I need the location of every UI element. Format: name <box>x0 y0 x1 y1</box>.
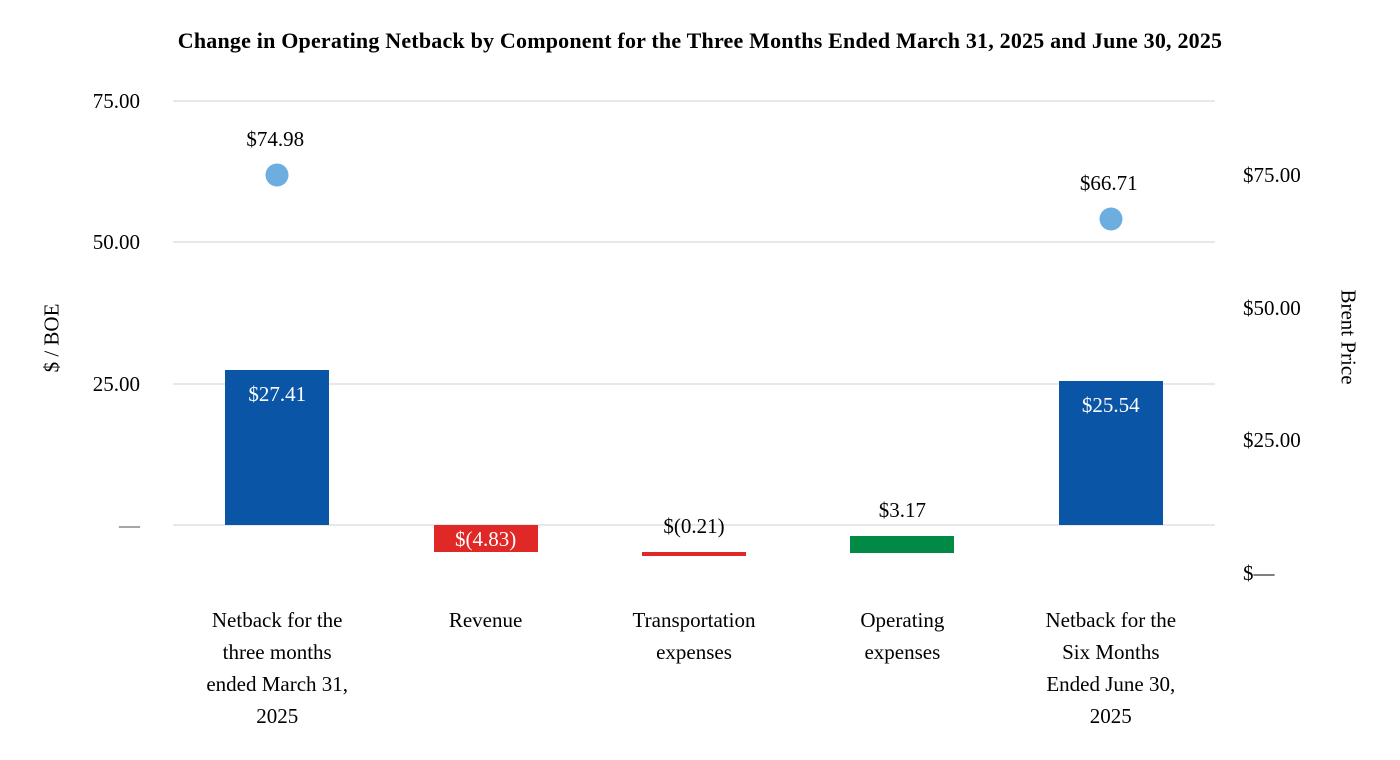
bar <box>1058 380 1163 525</box>
category-label: Transportation expenses <box>632 608 756 664</box>
bar-value-label: $(4.83) <box>454 526 517 551</box>
bar-value-label: $(0.21) <box>663 514 725 539</box>
right-axis-tick-label: $— <box>1243 561 1275 585</box>
gridline <box>173 99 1215 102</box>
bar-value-label: $25.54 <box>1081 392 1140 417</box>
chart-title: Change in Operating Netback by Component… <box>177 28 1223 53</box>
left-axis-tick-label: 25.00 <box>92 371 140 396</box>
right-axis-tick-label: $75.00 <box>1243 162 1301 187</box>
left-axis-tick-label: 50.00 <box>92 230 140 255</box>
left-axis-tick-label: 75.00 <box>92 88 140 113</box>
scatter-value-label: $66.71 <box>1079 170 1138 195</box>
bar <box>433 525 538 553</box>
bar-value-label: $27.41 <box>248 381 307 406</box>
bar <box>850 535 955 554</box>
bar <box>642 552 746 557</box>
gridline <box>173 241 1215 244</box>
category-label: Netback for the three months ended March… <box>206 608 349 728</box>
gridline <box>173 382 1215 385</box>
bar-value-label: $3.17 <box>878 497 927 522</box>
category-label: Revenue <box>448 608 523 632</box>
right-axis-tick-label: $50.00 <box>1243 295 1301 320</box>
scatter-value-label: $74.98 <box>246 127 305 152</box>
left-axis-title: $ / BOE <box>39 303 64 373</box>
scatter-point <box>265 163 289 187</box>
category-label: Operating expenses <box>860 608 945 664</box>
gridline <box>173 524 1215 526</box>
right-axis-tick-label: $25.00 <box>1243 428 1301 453</box>
left-axis-tick-label: — <box>119 513 140 537</box>
scatter-point <box>1099 207 1123 231</box>
category-label: Netback for the Six Months Ended June 30… <box>1045 608 1177 728</box>
bar <box>225 369 330 525</box>
